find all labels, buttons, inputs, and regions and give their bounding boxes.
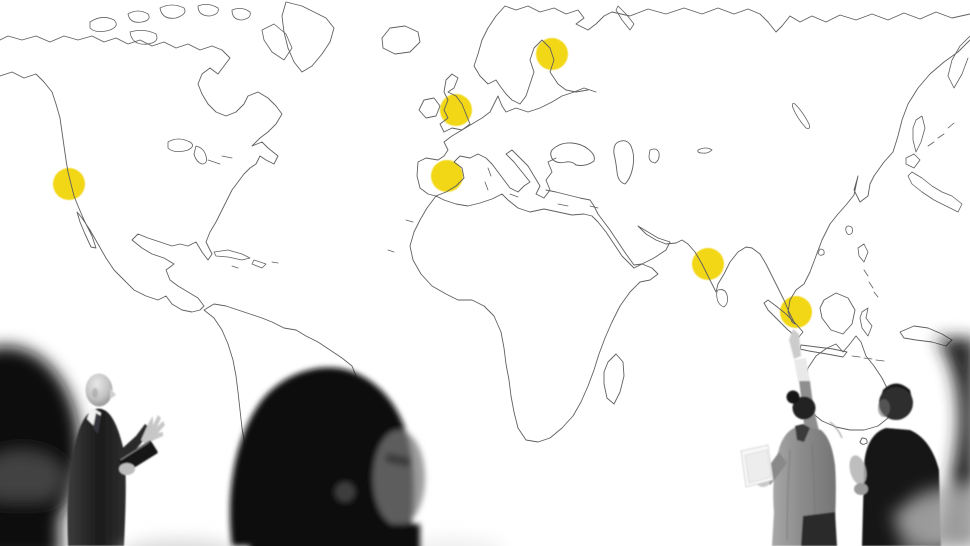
africa-coastline	[409, 193, 659, 443]
borneo-coastline	[819, 292, 856, 335]
center-head-glasses	[384, 453, 412, 467]
arctic-islands	[89, 4, 293, 61]
marker-united-kingdom	[440, 94, 472, 126]
center-head-ear	[335, 482, 355, 502]
woman-papers	[740, 444, 774, 488]
japan-coastline	[905, 122, 963, 213]
british-isles-coastline	[418, 73, 471, 133]
marker-indonesia-singapore	[780, 296, 812, 328]
blurred-head-center	[229, 367, 425, 546]
woman-collar	[795, 424, 810, 442]
greenland-coastline	[281, 1, 335, 73]
sakhalin	[912, 115, 926, 153]
blurred-figure-right-edge	[890, 338, 970, 546]
woman-hair-bun	[786, 390, 800, 404]
caribbean-islands	[213, 249, 279, 269]
presenter-nose	[110, 388, 116, 399]
russia-arctic-coastline	[611, 7, 970, 33]
presenter-left	[67, 373, 165, 546]
madagascar-coastline	[603, 353, 625, 405]
marker-spain	[431, 160, 463, 192]
europe-coastline	[416, 87, 597, 199]
novaya-zemlya	[615, 5, 635, 31]
asia-south-coastline	[545, 39, 970, 325]
woman-forearm-cuff	[794, 358, 810, 381]
sulawesi-coastline	[859, 307, 873, 337]
presenter-suit	[67, 408, 126, 546]
aral-sea	[648, 148, 660, 164]
scandinavia-coastline	[473, 5, 613, 105]
kamchatka	[947, 35, 970, 89]
presenter-left-hand	[119, 463, 135, 475]
atlantic-islands	[387, 219, 414, 253]
woman-raised-hand	[789, 329, 801, 359]
location-markers	[53, 38, 812, 328]
center-head-face-edge	[373, 430, 425, 526]
mediterranean-islands	[484, 167, 599, 209]
lake-balkhash	[697, 147, 713, 154]
woman-head	[792, 396, 816, 420]
presenter-hand-gesturing	[141, 415, 165, 445]
bottom-blur-smears	[128, 537, 502, 546]
woman-reaching-right	[740, 329, 843, 546]
woman-skirt	[801, 512, 837, 546]
philippines	[857, 243, 879, 298]
black-sea	[550, 142, 595, 166]
blurred-head-left-edge	[0, 346, 80, 546]
sri-lanka	[716, 289, 728, 308]
presenter-tie	[93, 413, 101, 434]
caspian-sea	[613, 140, 635, 185]
presenter-ear	[92, 388, 98, 398]
presenter-raised-arm	[116, 424, 152, 460]
man-hair	[879, 383, 913, 404]
marker-south-india	[692, 248, 724, 280]
lake-baikal	[791, 103, 810, 129]
man-face-edge	[878, 399, 890, 417]
iceland-coastline	[381, 25, 421, 55]
man-held-object	[849, 455, 867, 485]
australia-coastline	[803, 335, 893, 445]
taiwan-hainan	[817, 225, 853, 256]
great-lakes	[167, 138, 233, 165]
cord-line	[829, 421, 843, 439]
north-america-coastline	[0, 35, 283, 313]
marker-west-coast-usa	[53, 168, 85, 200]
presenter-head	[85, 373, 113, 407]
man-hand	[854, 483, 868, 495]
foreground-people	[0, 329, 970, 546]
java-coastline	[799, 344, 848, 358]
